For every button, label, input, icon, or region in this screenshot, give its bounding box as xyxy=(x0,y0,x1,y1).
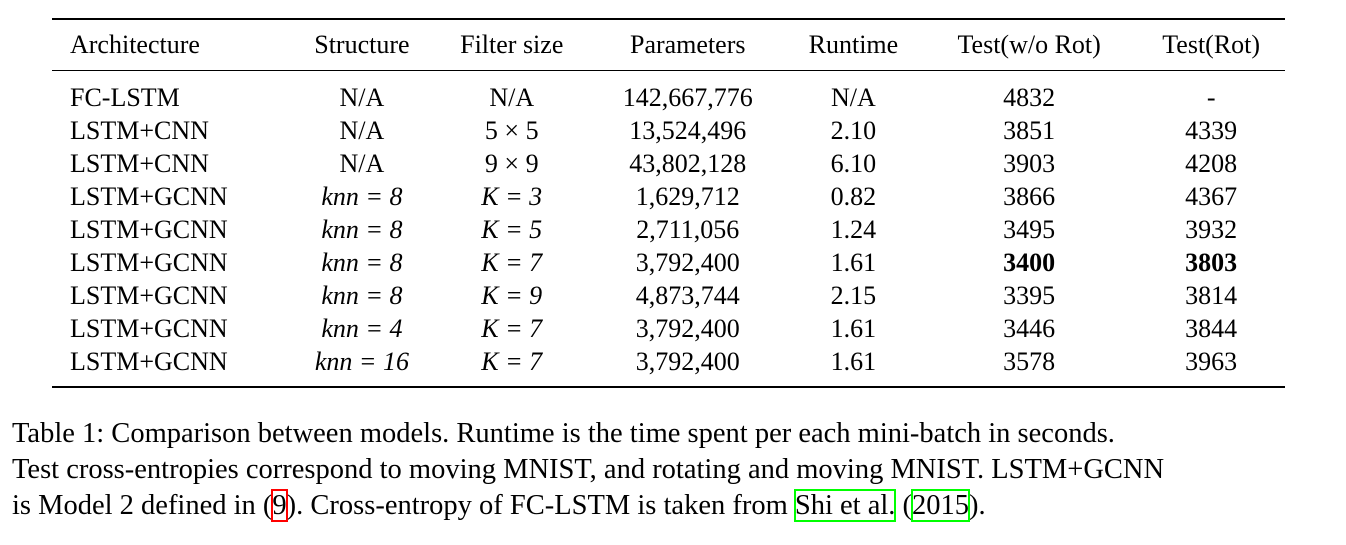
caption-line-3: is Model 2 defined in (9). Cross-entropy… xyxy=(12,488,1336,524)
cell-architecture: LSTM+GCNN xyxy=(70,182,228,211)
caption-text: ). xyxy=(969,490,986,521)
cell-test-wo-rot: 3851 xyxy=(1003,116,1056,145)
caption-text: ). Cross-entropy of FC-LSTM is taken fro… xyxy=(286,490,795,521)
cell-test-rot: 3963 xyxy=(1137,345,1285,388)
header-test-rot: Test(Rot) xyxy=(1137,18,1285,71)
table-row: LSTM+GCNN knn = 8 K = 5 2,711,056 1.24 3… xyxy=(52,213,1285,246)
cell-structure: knn = 16 xyxy=(290,345,434,388)
cell-filter-size: K = 9 xyxy=(481,281,543,310)
table-caption: Table 1: Comparison between models. Runt… xyxy=(12,416,1336,524)
cell-filter-size: N/A xyxy=(489,83,535,112)
cell-architecture: FC-LSTM xyxy=(70,83,180,112)
table-row: LSTM+CNN N/A 9 × 9 43,802,128 6.10 3903 … xyxy=(52,147,1285,180)
caption-line-2: Test cross-entropies correspond to movin… xyxy=(12,454,1165,485)
cell-test-rot: 4339 xyxy=(1185,116,1238,145)
table-row: LSTM+GCNN knn = 8 K = 3 1,629,712 0.82 3… xyxy=(52,180,1285,213)
cell-runtime: 1.24 xyxy=(830,215,877,244)
cell-parameters: 1,629,712 xyxy=(635,182,740,211)
cell-structure: knn = 8 xyxy=(321,182,403,211)
cell-test-rot: 4208 xyxy=(1185,149,1238,178)
cell-test-rot: 3932 xyxy=(1185,215,1238,244)
cell-parameters: 2,711,056 xyxy=(636,215,740,244)
cell-test-rot: 3814 xyxy=(1185,281,1238,310)
cell-test-wo-rot: 3395 xyxy=(1003,281,1056,310)
caption-line-1: Table 1: Comparison between models. Runt… xyxy=(12,418,1115,449)
cell-structure: knn = 8 xyxy=(321,248,403,277)
cell-runtime: N/A xyxy=(831,83,876,112)
cell-filter-size: 5 × 5 xyxy=(484,116,539,145)
cell-structure: N/A xyxy=(339,83,385,112)
table-row: FC-LSTM N/A N/A 142,667,776 N/A 4832 - xyxy=(52,71,1285,115)
cell-structure: knn = 8 xyxy=(321,281,403,310)
cell-parameters: 3,792,400 xyxy=(635,314,740,343)
cell-architecture: LSTM+CNN xyxy=(70,149,209,178)
citation-link-author[interactable]: Shi et al. xyxy=(793,489,897,522)
header-runtime: Runtime xyxy=(785,18,921,71)
cell-test-wo-rot: 4832 xyxy=(1003,83,1056,112)
citation-link-year[interactable]: 2015 xyxy=(911,489,971,522)
cell-structure: N/A xyxy=(339,149,385,178)
cell-parameters: 3,792,400 xyxy=(635,248,740,277)
cell-test-wo-rot: 3495 xyxy=(1003,215,1056,244)
cell-structure: knn = 4 xyxy=(321,314,403,343)
table-row: LSTM+GCNN knn = 4 K = 7 3,792,400 1.61 3… xyxy=(52,312,1285,345)
cell-structure: knn = 8 xyxy=(321,215,403,244)
header-filter-size: Filter size xyxy=(433,18,590,71)
cell-parameters: 3,792,400 xyxy=(589,345,786,388)
cell-runtime: 2.15 xyxy=(830,281,877,310)
cell-architecture: LSTM+CNN xyxy=(70,116,209,145)
caption-text: is Model 2 defined in ( xyxy=(12,490,273,521)
cell-runtime: 1.61 xyxy=(830,314,877,343)
header-test-wo-rot: Test(w/o Rot) xyxy=(920,18,1138,71)
cell-runtime: 6.10 xyxy=(830,149,877,178)
cell-test-wo-rot: 3446 xyxy=(1003,314,1056,343)
header-parameters: Parameters xyxy=(589,18,786,71)
cell-parameters: 142,667,776 xyxy=(622,83,753,112)
cell-runtime: 2.10 xyxy=(830,116,877,145)
results-table: Architecture Structure Filter size Param… xyxy=(52,18,1285,388)
cell-parameters: 4,873,744 xyxy=(635,281,740,310)
cell-architecture: LSTM+GCNN xyxy=(70,248,228,277)
cell-filter-size: K = 7 xyxy=(433,345,590,388)
table-row: LSTM+GCNN knn = 16 K = 7 3,792,400 1.61 … xyxy=(52,345,1285,388)
header-row: Architecture Structure Filter size Param… xyxy=(52,18,1285,71)
cell-test-rot: 3844 xyxy=(1185,314,1238,343)
cell-filter-size: 9 × 9 xyxy=(484,149,539,178)
citation-link-9[interactable]: 9 xyxy=(271,489,288,522)
cell-runtime: 0.82 xyxy=(830,182,877,211)
cell-filter-size: K = 7 xyxy=(481,248,543,277)
cell-architecture: LSTM+GCNN xyxy=(70,281,228,310)
cell-architecture: LSTM+GCNN xyxy=(70,314,228,343)
cell-test-wo-rot: 3578 xyxy=(920,345,1138,388)
cell-test-wo-rot-best: 3400 xyxy=(1003,248,1056,277)
cell-test-wo-rot: 3866 xyxy=(1003,182,1056,211)
cell-filter-size: K = 5 xyxy=(481,215,543,244)
cell-filter-size: K = 3 xyxy=(481,182,543,211)
table-row: LSTM+GCNN knn = 8 K = 7 3,792,400 1.61 3… xyxy=(52,246,1285,279)
cell-filter-size: K = 7 xyxy=(481,314,543,343)
cell-test-rot: - xyxy=(1206,83,1216,112)
cell-parameters: 13,524,496 xyxy=(629,116,747,145)
cell-architecture: LSTM+GCNN xyxy=(52,345,290,388)
header-architecture: Architecture xyxy=(52,18,290,71)
caption-text: ( xyxy=(895,490,913,521)
cell-structure: N/A xyxy=(339,116,385,145)
table-row: LSTM+GCNN knn = 8 K = 9 4,873,744 2.15 3… xyxy=(52,279,1285,312)
cell-test-rot-best: 3803 xyxy=(1185,248,1238,277)
cell-runtime: 1.61 xyxy=(830,248,877,277)
header-structure: Structure xyxy=(290,18,434,71)
cell-architecture: LSTM+GCNN xyxy=(70,215,228,244)
cell-test-wo-rot: 3903 xyxy=(1003,149,1056,178)
cell-runtime: 1.61 xyxy=(785,345,921,388)
cell-test-rot: 4367 xyxy=(1185,182,1238,211)
table-row: LSTM+CNN N/A 5 × 5 13,524,496 2.10 3851 … xyxy=(52,114,1285,147)
cell-parameters: 43,802,128 xyxy=(629,149,747,178)
